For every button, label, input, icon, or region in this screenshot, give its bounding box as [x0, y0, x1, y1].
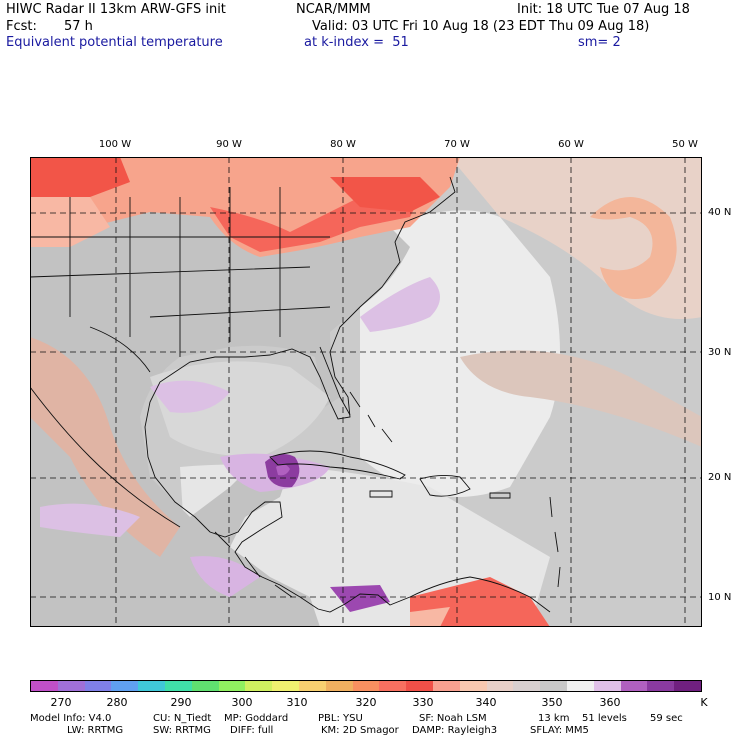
color-swatch-23 [647, 681, 675, 691]
northeast-red [330, 177, 440, 212]
color-swatch-3 [111, 681, 139, 691]
model-title: HIWC Radar II 13km ARW-GFS init [6, 2, 226, 17]
pacific-coast [30, 386, 181, 528]
us-east-coastline [144, 176, 456, 613]
atlantic-streak [460, 350, 702, 447]
forecast-label: Fcst: [6, 19, 37, 34]
jamaica-outline [369, 490, 393, 498]
lon-label-70w: 70 W [444, 139, 470, 150]
longwave-scheme: LW: RRTMG [67, 725, 124, 736]
scale-unit: K [700, 696, 708, 709]
color-swatch-8 [245, 681, 273, 691]
yucatan-purple-core [276, 463, 290, 476]
surface-layer: SFLAY: MM5 [530, 725, 589, 736]
central-america-borders [214, 531, 293, 598]
shortwave-scheme: SW: RRTMG [153, 725, 211, 736]
color-swatch-19 [540, 681, 567, 691]
forecast-hour: 57 h [64, 19, 93, 34]
damping: DAMP: Rayleigh3 [412, 725, 498, 736]
bahamas-outline [349, 391, 393, 443]
color-swatch-15 [432, 681, 460, 691]
color-swatch-16 [459, 681, 487, 691]
lon-label-80w: 80 W [330, 139, 356, 150]
scale-tick-330: 330 [412, 696, 434, 709]
color-swatch-6 [191, 681, 219, 691]
color-swatch-21 [593, 681, 621, 691]
panama-purple [330, 585, 390, 612]
km-scheme: KM: 2D Smagor [321, 725, 399, 736]
hispaniola-outline [419, 474, 471, 497]
color-swatch-11 [325, 681, 353, 691]
scale-tick-360: 360 [599, 696, 621, 709]
microphysics-scheme: MP: Goddard [224, 713, 289, 724]
color-swatch-14 [406, 681, 433, 691]
init-time: Init: 18 UTC Tue 07 Aug 18 [517, 2, 690, 17]
east-pacific-purple [40, 503, 140, 537]
color-swatch-5 [164, 681, 192, 691]
valid-time: Valid: 03 UTC Fri 10 Aug 18 (23 EDT Thu … [312, 19, 650, 34]
surface-scheme: SF: Noah LSM [419, 713, 487, 724]
south-america-coast [409, 576, 551, 613]
puerto-rico-outline [489, 492, 511, 499]
scale-tick-310: 310 [286, 696, 308, 709]
florida-outline [319, 346, 351, 416]
color-scale-bar [30, 680, 702, 692]
color-swatch-2 [84, 681, 112, 691]
mexico-border [89, 326, 151, 373]
scale-tick-280: 280 [106, 696, 128, 709]
color-swatch-12 [352, 681, 380, 691]
vertical-levels: 51 levels [582, 713, 627, 724]
cuba-outline [269, 450, 406, 480]
diffusion: DIFF: full [230, 725, 274, 736]
scale-tick-290: 290 [170, 696, 192, 709]
lat-label-30n: 30 N [708, 347, 732, 358]
atlantic-purple-patch [360, 277, 440, 332]
color-swatch-9 [272, 681, 299, 691]
color-swatch-13 [379, 681, 407, 691]
color-swatch-1 [57, 681, 85, 691]
light-ocean-region [360, 210, 560, 498]
us-state-lines [30, 187, 331, 357]
color-swatch-24 [674, 681, 701, 691]
lesser-antilles [549, 496, 561, 588]
resolution: 13 km [538, 713, 570, 724]
scale-tick-350: 350 [541, 696, 563, 709]
color-swatch-17 [486, 681, 514, 691]
lat-label-10n: 10 N [708, 592, 732, 603]
lon-label-100w: 100 W [98, 139, 132, 150]
color-swatch-7 [218, 681, 246, 691]
cumulus-scheme: CU: N_Tiedt [153, 713, 212, 724]
field-name: Equivalent potential temperature [6, 35, 223, 50]
model-info: Model Info: V4.0 [30, 713, 112, 724]
lon-label-60w: 60 W [558, 139, 584, 150]
lon-label-90w: 90 W [216, 139, 242, 150]
scale-tick-340: 340 [475, 696, 497, 709]
smoothing: sm= 2 [578, 35, 621, 50]
lat-label-40n: 40 N [708, 207, 732, 218]
scale-tick-270: 270 [50, 696, 72, 709]
pbl-scheme: PBL: YSU [318, 713, 363, 724]
scale-tick-320: 320 [355, 696, 377, 709]
central-america-purple [190, 556, 260, 597]
lon-label-50w: 50 W [672, 139, 698, 150]
color-swatch-18 [513, 681, 541, 691]
scale-tick-300: 300 [231, 696, 253, 709]
color-swatch-10 [298, 681, 326, 691]
gulf-purple-patch [150, 380, 230, 413]
theta-e-map [30, 157, 702, 627]
colombia-warm [410, 607, 450, 627]
time-step: 59 sec [650, 713, 683, 724]
map-frame [30, 157, 702, 627]
color-swatch-4 [138, 681, 165, 691]
atlantic-swirl [590, 197, 677, 299]
northern-core-red [30, 157, 130, 197]
color-swatch-0 [31, 681, 58, 691]
organization: NCAR/MMM [296, 2, 371, 17]
color-swatch-22 [620, 681, 648, 691]
lat-label-20n: 20 N [708, 472, 732, 483]
color-swatch-20 [566, 681, 594, 691]
level-index: at k-index = 51 [304, 35, 409, 50]
